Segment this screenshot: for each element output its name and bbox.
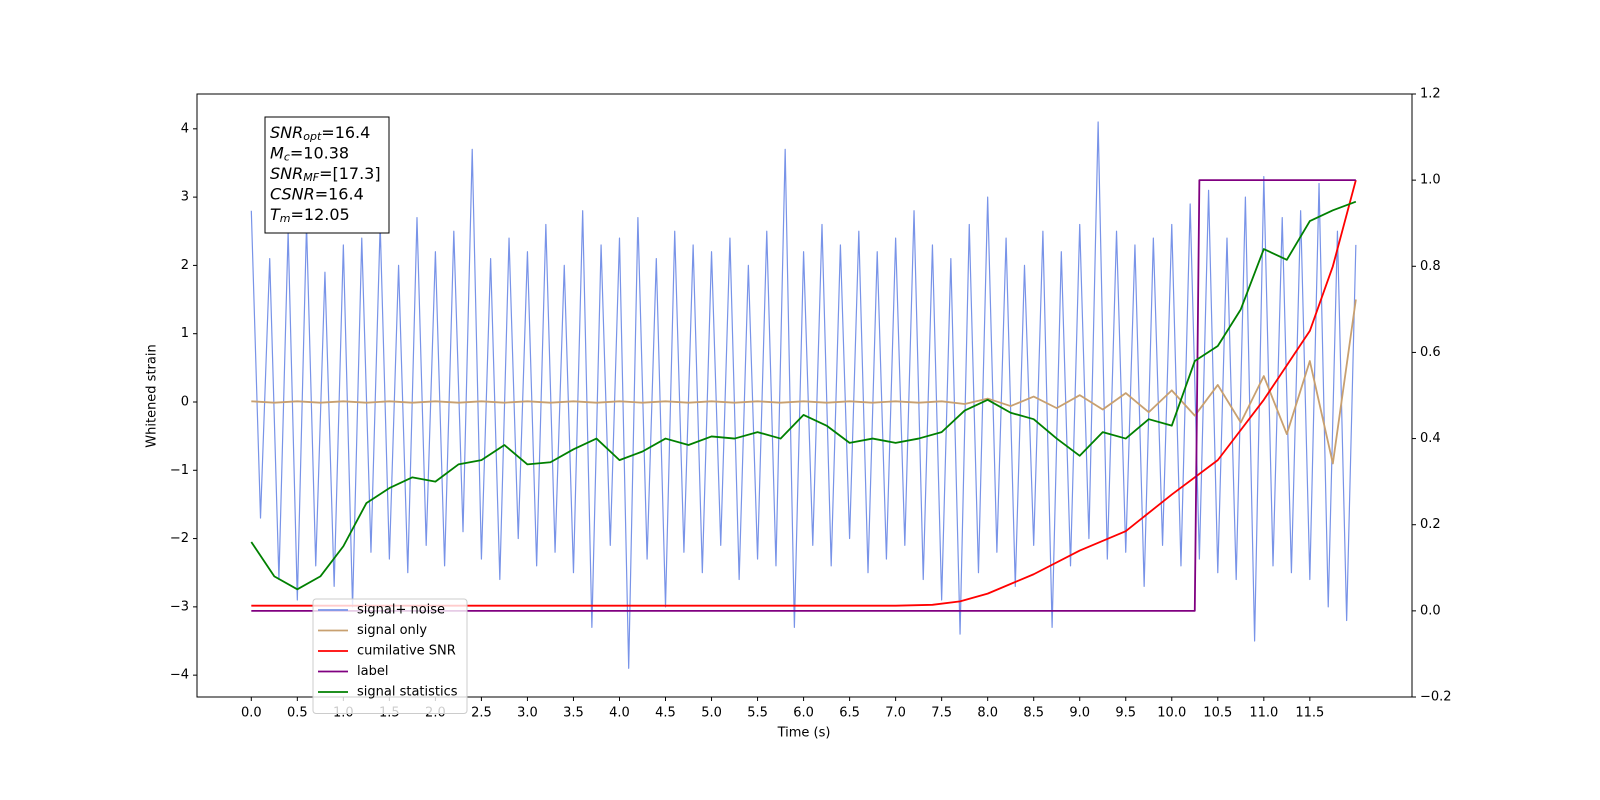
x-tick-label: 3.0 [517, 706, 538, 721]
annotation-subscript: MF [303, 171, 319, 184]
x-axis-label: Time (s) [777, 726, 831, 741]
annotation: Mc=10.38 [270, 143, 349, 164]
annotation-value: =16.4 [321, 123, 370, 142]
x-tick-label: 11.5 [1295, 706, 1324, 721]
legend-label: signal+ noise [357, 603, 445, 618]
y-tick-label: −3 [170, 599, 189, 614]
y-tick-label: −1 [170, 463, 189, 478]
annotation: CSNR=16.4 [270, 184, 364, 203]
y2-tick-label: 0.6 [1420, 345, 1441, 360]
legend-label: label [357, 664, 388, 679]
annotation-subscript: opt [303, 130, 322, 143]
plot-area [250, 121, 1357, 669]
x-tick-label: 0.0 [241, 706, 262, 721]
axes-frame [196, 93, 1413, 698]
x-tick-label: 5.5 [747, 706, 768, 721]
x-tick-label: 0.5 [287, 706, 308, 721]
y2-tick-label: −0.2 [1420, 690, 1452, 705]
x-tick-label: 2.5 [471, 706, 492, 721]
annotation-symbol: SNR [270, 164, 303, 183]
x-tick-label: 6.5 [839, 706, 860, 721]
y2-tick-label: 1.2 [1420, 87, 1441, 102]
legend-box [312, 598, 468, 714]
annotation-subscript: m [280, 212, 291, 225]
x-tick-label: 7.0 [885, 706, 906, 721]
annotation-symbol: CSNR [270, 184, 315, 203]
annotation-box [264, 116, 390, 234]
legend-label: signal only [357, 623, 427, 638]
y-tick-label: 4 [181, 121, 189, 136]
annotation-subscript: c [284, 151, 290, 164]
x-tick-label: 8.0 [977, 706, 998, 721]
y2-tick-label: 0.4 [1420, 431, 1441, 446]
x-tick-label: 9.0 [1069, 706, 1090, 721]
x-tick-label: 9.5 [1115, 706, 1136, 721]
y2-tick-label: 0.8 [1420, 259, 1441, 274]
x-tick-label: 4.0 [609, 706, 630, 721]
y-tick-label: −4 [170, 668, 189, 683]
y-tick-label: 1 [181, 326, 189, 341]
y-tick-label: 2 [181, 258, 189, 273]
legend-label: signal statistics [357, 685, 458, 700]
y2-tick-label: 1.0 [1420, 173, 1441, 188]
x-tick-label: 6.0 [793, 706, 814, 721]
x-tick-label: 3.5 [563, 706, 584, 721]
annotation-value: =[17.3] [319, 164, 381, 183]
series-line [251, 299, 1357, 465]
x-tick-label: 5.0 [701, 706, 722, 721]
y-tick-label: −2 [170, 531, 189, 546]
annotation-symbol: T [270, 205, 281, 224]
x-tick-label: 11.0 [1249, 706, 1278, 721]
series-line [251, 179, 1356, 612]
y-tick-label: 0 [181, 394, 189, 409]
x-tick-label: 7.5 [931, 706, 952, 721]
annotation: Tm=12.05 [270, 205, 350, 226]
annotation-value: =12.05 [291, 205, 350, 224]
x-tick-label: 10.5 [1203, 706, 1232, 721]
series-line [250, 121, 1357, 669]
x-tick-label: 8.5 [1023, 706, 1044, 721]
annotation-value: =16.4 [315, 184, 364, 203]
y2-tick-label: 0.2 [1420, 517, 1441, 532]
y-tick-label: 3 [181, 190, 189, 205]
y-axis-label: Whitened strain [145, 344, 160, 447]
legend-label: cumilative SNR [357, 644, 456, 659]
annotation: SNRopt=16.4 [270, 123, 370, 144]
annotation-value: =10.38 [290, 143, 349, 162]
annotation-symbol: M [270, 143, 284, 162]
y2-tick-label: 0.0 [1420, 603, 1441, 618]
series-line [250, 200, 1357, 591]
series-line [251, 179, 1357, 607]
x-tick-label: 4.5 [655, 706, 676, 721]
x-tick-label: 10.0 [1157, 706, 1186, 721]
annotation-symbol: SNR [270, 123, 303, 142]
annotation: SNRMF=[17.3] [270, 164, 381, 185]
